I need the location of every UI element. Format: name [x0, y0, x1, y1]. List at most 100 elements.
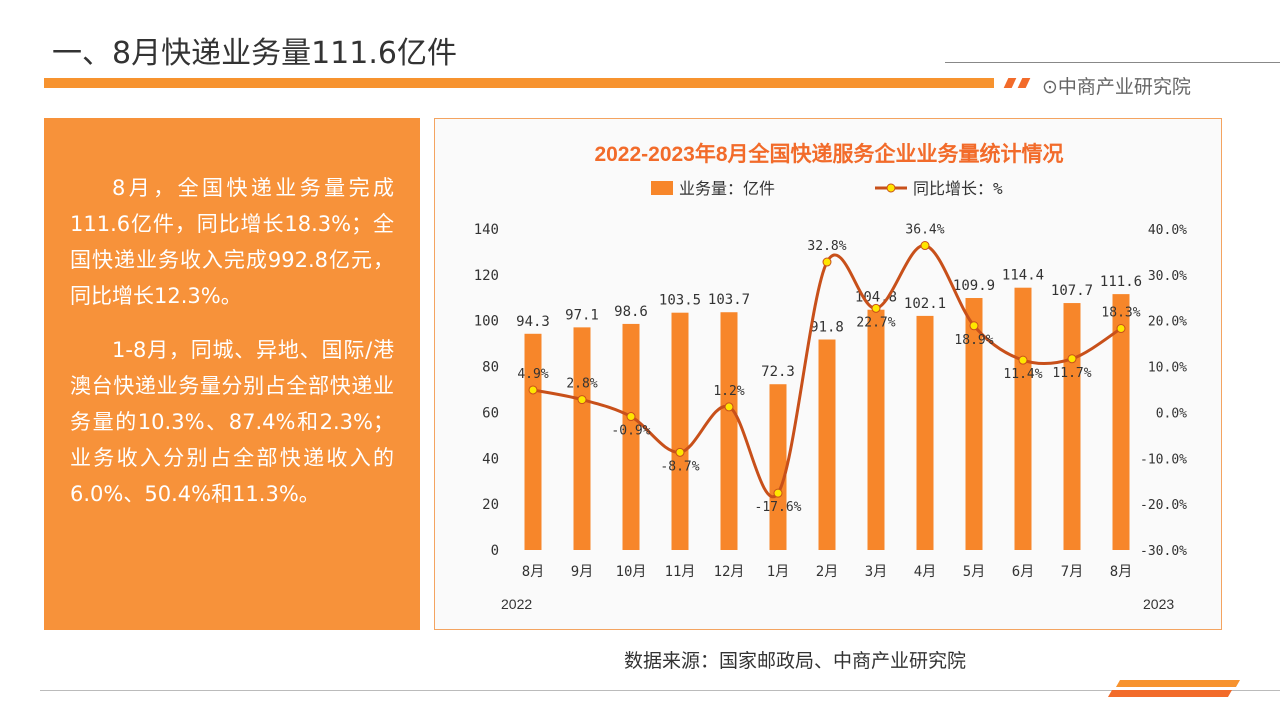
growth-marker — [1018, 355, 1028, 365]
growth-value-label: -8.7% — [660, 459, 699, 474]
growth-marker — [528, 385, 538, 395]
x-axis-tick: 7月 — [1061, 564, 1083, 580]
left-axis-tick: 100 — [474, 314, 499, 330]
x-axis-tick: 2月 — [816, 564, 838, 580]
growth-line — [532, 244, 1122, 499]
brand-logo: ⊙中商产业研究院 — [1042, 76, 1191, 98]
bar-value-label: 107.7 — [1051, 283, 1093, 299]
bar-value-label: 111.6 — [1100, 274, 1142, 290]
right-axis-tick: 30.0% — [1148, 269, 1187, 284]
bar-value-label: 94.3 — [516, 314, 550, 330]
decor-stripe — [1107, 690, 1233, 697]
decor-stripe — [1017, 78, 1031, 88]
growth-value-label: 22.7% — [856, 315, 895, 330]
x-axis-tick: 8月 — [1110, 564, 1132, 580]
left-axis-tick: 40 — [482, 451, 499, 467]
growth-value-label: 18.9% — [954, 333, 993, 348]
x-axis-tick: 12月 — [714, 564, 745, 580]
x-axis-tick: 9月 — [571, 564, 593, 580]
growth-value-label: 2.8% — [566, 377, 597, 392]
x-axis-tick: 3月 — [865, 564, 887, 580]
bar — [720, 312, 738, 550]
summary-paragraph: 8月，全国快递业务量完成111.6亿件，同比增长18.3%；全国快递业务收入完成… — [70, 176, 394, 308]
bar-value-label: 72.3 — [761, 364, 795, 380]
bar — [524, 333, 542, 550]
bar-value-label: 98.6 — [614, 304, 648, 320]
bar — [1063, 303, 1081, 550]
x-axis-tick: 1月 — [767, 564, 789, 580]
footer-divider — [40, 690, 1280, 691]
chart: 2022-2023年8月全国快递服务企业业务量统计情况 业务量：亿件 同比增长：… — [474, 142, 1187, 612]
growth-marker — [969, 321, 979, 331]
bar — [867, 309, 885, 550]
bar — [818, 339, 836, 550]
right-axis-tick: 20.0% — [1148, 315, 1187, 330]
left-axis-tick: 20 — [482, 497, 499, 513]
summary-panel: 8月，全国快递业务量完成111.6亿件，同比增长18.3%；全国快递业务收入完成… — [44, 118, 420, 630]
title-underline-bar — [44, 78, 994, 88]
growth-marker — [724, 402, 734, 412]
bar-value-label: 102.1 — [904, 296, 946, 312]
summary-paragraph: 1-8月，同城、异地、国际/港澳台快递业务量分别占全部快递业务量的10.3%、8… — [70, 338, 394, 506]
growth-marker — [920, 241, 930, 251]
x-axis-tick: 5月 — [963, 564, 985, 580]
left-axis-tick: 80 — [482, 360, 499, 376]
growth-value-label: 11.4% — [1003, 367, 1042, 382]
data-source: 数据来源：国家邮政局、中商产业研究院 — [624, 650, 967, 672]
bar-value-label: 114.4 — [1002, 268, 1044, 284]
decor-stripe — [1115, 680, 1241, 687]
right-axis-tick: -10.0% — [1140, 452, 1187, 467]
year-label-start: 2022 — [501, 596, 532, 612]
bar — [769, 384, 787, 550]
x-axis-tick: 8月 — [522, 564, 544, 580]
bar — [965, 298, 983, 550]
bar — [1014, 287, 1032, 550]
bar-value-label: 103.5 — [659, 293, 701, 309]
chart-panel: 2022-2023年8月全国快递服务企业业务量统计情况 业务量：亿件 同比增长：… — [434, 118, 1222, 630]
left-axis-tick: 120 — [474, 268, 499, 284]
right-axis-tick: 0.0% — [1156, 406, 1187, 421]
right-axis-tick: 40.0% — [1148, 223, 1187, 238]
growth-value-label: 4.9% — [517, 367, 548, 382]
right-axis-tick: -20.0% — [1140, 498, 1187, 513]
growth-value-label: 18.3% — [1101, 306, 1140, 321]
year-label-end: 2023 — [1143, 596, 1174, 612]
right-axis-tick: 10.0% — [1148, 361, 1187, 376]
x-axis-tick: 10月 — [616, 564, 647, 580]
growth-marker — [577, 395, 587, 405]
bar — [1112, 294, 1130, 550]
legend-bar-swatch — [651, 181, 673, 195]
growth-marker — [822, 257, 832, 267]
chart-title: 2022-2023年8月全国快递服务企业业务量统计情况 — [594, 142, 1063, 166]
growth-marker — [1116, 324, 1126, 334]
legend-bar-label: 业务量：亿件 — [679, 179, 775, 198]
growth-marker — [773, 488, 783, 498]
legend-line-marker — [886, 183, 896, 193]
x-axis-tick: 6月 — [1012, 564, 1034, 580]
left-axis-tick: 60 — [482, 405, 499, 421]
growth-marker — [871, 303, 881, 313]
growth-value-label: 1.2% — [713, 384, 744, 399]
growth-marker — [626, 412, 636, 422]
brand-divider — [945, 62, 1280, 63]
bar-value-label: 91.8 — [810, 320, 844, 336]
growth-value-label: 32.8% — [807, 239, 846, 254]
left-axis-tick: 140 — [474, 222, 499, 238]
page-title: 一、8月快递业务量111.6亿件 — [52, 36, 457, 71]
x-axis-tick: 11月 — [665, 564, 696, 580]
bar-value-label: 109.9 — [953, 278, 995, 294]
bar — [671, 312, 689, 550]
growth-marker — [1067, 354, 1077, 364]
bar — [622, 323, 640, 550]
bar — [916, 315, 934, 550]
x-axis-tick: 4月 — [914, 564, 936, 580]
right-axis-tick: -30.0% — [1140, 544, 1187, 559]
growth-marker — [675, 447, 685, 457]
bar — [573, 327, 591, 550]
decor-stripe — [1003, 78, 1017, 88]
bar-value-label: 103.7 — [708, 292, 750, 308]
growth-value-label: -0.9% — [611, 424, 650, 439]
bar-value-label: 97.1 — [565, 307, 599, 323]
left-axis-tick: 0 — [491, 543, 499, 559]
legend-line-label: 同比增长：% — [913, 179, 1003, 198]
